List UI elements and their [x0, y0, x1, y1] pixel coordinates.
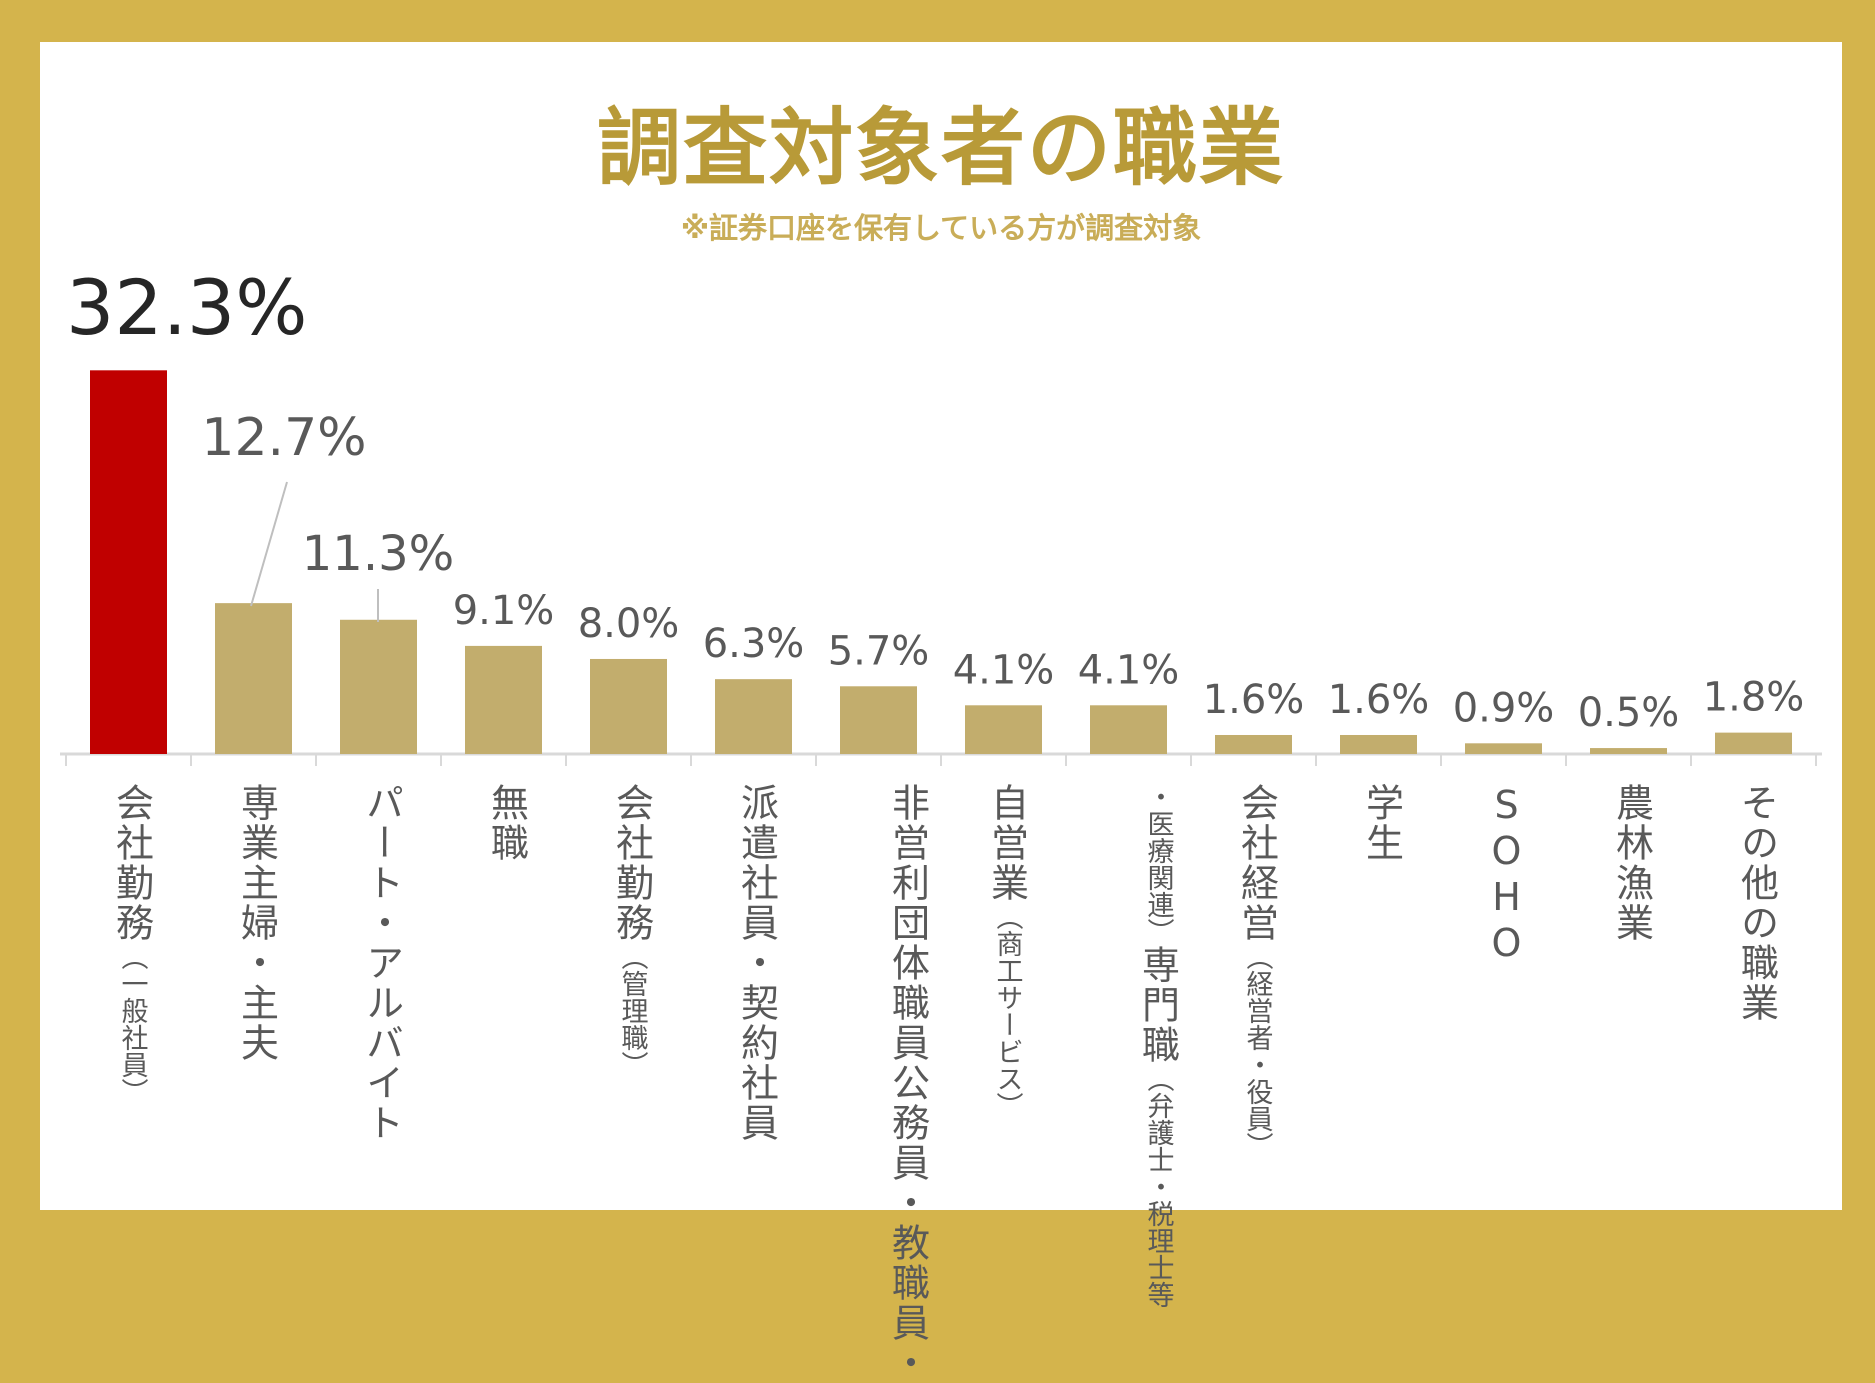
category-label-main: 派遣社員・契約社員: [734, 783, 779, 1143]
category-label-main: その他の職業: [1734, 783, 1779, 1023]
bar: [965, 705, 1042, 754]
category-label: 自営業（商工サービス）: [982, 783, 1029, 1119]
category-label-main: 無職: [484, 783, 529, 863]
category-label-main: 学生: [1359, 783, 1404, 863]
category-label-main: 自営業: [984, 783, 1029, 903]
value-label: 32.3%: [66, 263, 307, 352]
bar: [715, 679, 792, 754]
chart-subtitle: ※証券口座を保有している方が調査対象: [680, 211, 1202, 245]
category-label: 会社経営（経営者・役員）: [1232, 783, 1279, 1159]
leader-line: [250, 481, 288, 607]
value-label: 11.3%: [302, 526, 454, 582]
category-label-main: パート・アルバイト: [359, 783, 404, 1143]
category-label-main: 農林漁業: [1609, 783, 1654, 943]
category-label-main: 会社勤務: [109, 783, 154, 943]
bar: [465, 645, 542, 754]
value-label: 1.6%: [1203, 677, 1305, 723]
bar-chart: 32.3% 12.7% 11.3% 9.1% 8.0% 6.3% 5.7% 4.1% 4.1% 1…: [60, 263, 1822, 766]
bar: [840, 686, 917, 754]
bar: [340, 619, 417, 754]
category-label: パート・アルバイト: [357, 783, 404, 1143]
category-label-note: ・医療関連）: [1142, 783, 1174, 945]
category-label: 農林漁業: [1607, 783, 1654, 943]
bar: [90, 370, 167, 754]
value-label: 0.9%: [1453, 685, 1555, 731]
category-label-note: （一般社員）: [116, 943, 148, 1105]
category-label-main: 会社勤務: [609, 783, 654, 943]
bar: [1215, 734, 1292, 754]
category-label: SOHO: [1482, 783, 1529, 967]
category-label-note: （商工サービス）: [991, 903, 1023, 1119]
value-label: 5.7%: [828, 628, 930, 674]
chart-title: 調査対象者の職業: [596, 99, 1285, 197]
category-label-main: 会社経営: [1234, 783, 1279, 943]
category-label: 無職: [482, 783, 529, 863]
value-label: 8.0%: [578, 601, 680, 647]
value-label: 0.5%: [1578, 690, 1680, 736]
value-label: 1.6%: [1328, 677, 1430, 723]
category-label-note: （経営者・役員）: [1241, 943, 1273, 1159]
bar: [1340, 734, 1417, 754]
value-label: 1.8%: [1703, 675, 1805, 721]
category-label: 派遣社員・契約社員: [732, 783, 779, 1143]
bar: [1465, 743, 1542, 754]
category-label-main: 専業主婦・主夫: [234, 783, 279, 1063]
category-label-note: （管理職）: [616, 943, 648, 1078]
value-label: 9.1%: [453, 588, 555, 634]
category-label-main: 専門職: [1135, 945, 1180, 1065]
bar: [1715, 732, 1792, 754]
category-label: その他の職業: [1732, 783, 1779, 1023]
bar: [1090, 705, 1167, 754]
value-label: 4.1%: [953, 647, 1055, 693]
value-label: 4.1%: [1078, 647, 1180, 693]
category-label: ・医療関連）専門職（弁護士・税理士等: [1081, 783, 1180, 1308]
category-label: 学生: [1357, 783, 1404, 863]
value-label: 12.7%: [201, 408, 366, 468]
bar: [1590, 748, 1667, 754]
value-label: 6.3%: [703, 621, 805, 667]
category-label: 会社勤務（一般社員）: [107, 783, 154, 1105]
category-label: 専業主婦・主夫: [232, 783, 279, 1063]
category-label-note: （弁護士・税理士等: [1142, 1065, 1174, 1308]
bar: [590, 658, 667, 754]
category-label-main: 公務員・教職員・: [885, 1063, 930, 1383]
category-label-main: SOHO: [1484, 783, 1529, 967]
category-label-main: 非営利団体職員: [885, 783, 930, 1063]
bar: [215, 603, 292, 754]
category-label: 非営利団体職員公務員・教職員・: [831, 783, 930, 1383]
category-label: 会社勤務（管理職）: [607, 783, 654, 1078]
